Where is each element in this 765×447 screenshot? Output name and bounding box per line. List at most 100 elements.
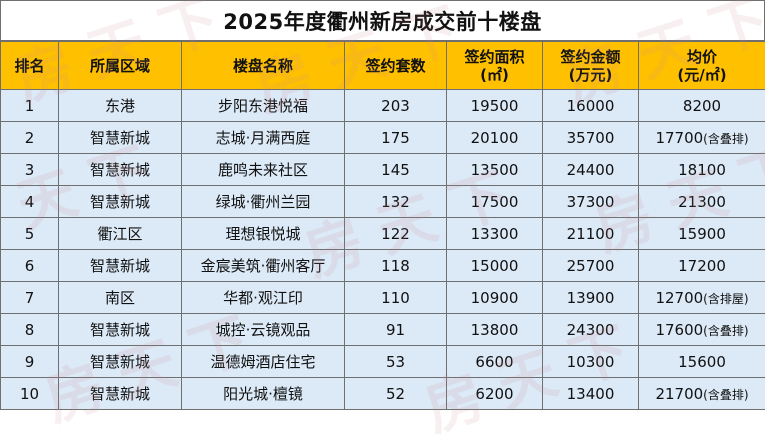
area-cell: 13800 [447, 314, 543, 346]
units-cell: 132 [345, 186, 447, 218]
units-cell: 203 [345, 90, 447, 122]
price-cell: 17700(含叠排) [639, 122, 765, 154]
header-amount-label: 签约金额 [543, 48, 638, 66]
header-price-label: 均价 [639, 48, 765, 66]
area-cell: 6600 [447, 346, 543, 378]
price-note: (含叠排) [703, 324, 748, 338]
area-cell: 13500 [447, 154, 543, 186]
project-name-cell: 城控·云镜观品 [182, 314, 345, 346]
rank-cell: 4 [1, 186, 59, 218]
header-price-unit: (元/㎡) [639, 66, 765, 84]
area-cell: 15000 [447, 250, 543, 282]
district-cell: 智慧新城 [59, 346, 182, 378]
price-cell: 17200 [639, 250, 765, 282]
project-name-cell: 志城·月满西庭 [182, 122, 345, 154]
header-amount: 签约金额 (万元) [543, 42, 639, 90]
table-title-row: 2025年度衢州新房成交前十楼盘 [0, 0, 765, 41]
ranking-table: 排名 所属区域 楼盘名称 签约套数 签约面积 (㎡) 签约金额 (万元) 均价 … [0, 41, 765, 410]
price-note: (含叠排) [703, 388, 748, 402]
rank-cell: 7 [1, 282, 59, 314]
price-cell: 17600(含叠排) [639, 314, 765, 346]
district-cell: 衢江区 [59, 218, 182, 250]
price-value: 17700 [655, 129, 703, 147]
price-cell: 21300 [639, 186, 765, 218]
amount-cell: 24400 [543, 154, 639, 186]
project-name-cell: 温德姆酒店住宅 [182, 346, 345, 378]
amount-cell: 24300 [543, 314, 639, 346]
price-cell: 12700(含排屋) [639, 282, 765, 314]
price-value: 17600 [655, 321, 703, 339]
amount-cell: 37300 [543, 186, 639, 218]
units-cell: 53 [345, 346, 447, 378]
price-value: 15900 [678, 225, 726, 243]
rank-cell: 9 [1, 346, 59, 378]
price-cell: 18100 [639, 154, 765, 186]
project-name-cell: 理想银悦城 [182, 218, 345, 250]
header-project: 楼盘名称 [182, 42, 345, 90]
price-value: 8200 [683, 97, 721, 115]
units-cell: 118 [345, 250, 447, 282]
district-cell: 智慧新城 [59, 122, 182, 154]
area-cell: 17500 [447, 186, 543, 218]
amount-cell: 21100 [543, 218, 639, 250]
area-cell: 19500 [447, 90, 543, 122]
price-note: (含排屋) [703, 292, 748, 306]
rank-cell: 8 [1, 314, 59, 346]
units-cell: 91 [345, 314, 447, 346]
table-title: 2025年度衢州新房成交前十楼盘 [223, 6, 541, 36]
amount-cell: 10300 [543, 346, 639, 378]
price-value: 18100 [678, 161, 726, 179]
header-area-label: 签约面积 [447, 48, 542, 66]
area-cell: 13300 [447, 218, 543, 250]
units-cell: 145 [345, 154, 447, 186]
district-cell: 东港 [59, 90, 182, 122]
price-cell: 15900 [639, 218, 765, 250]
ranking-sheet: 2025年度衢州新房成交前十楼盘 排名 所属区域 楼盘名称 签约套数 签约面积 … [0, 0, 765, 405]
district-cell: 智慧新城 [59, 186, 182, 218]
amount-cell: 16000 [543, 90, 639, 122]
price-cell: 8200 [639, 90, 765, 122]
rank-cell: 2 [1, 122, 59, 154]
header-rank: 排名 [1, 42, 59, 90]
header-amount-unit: (万元) [543, 66, 638, 84]
header-units: 签约套数 [345, 42, 447, 90]
district-cell: 智慧新城 [59, 314, 182, 346]
price-note: (含叠排) [703, 132, 748, 146]
header-price: 均价 (元/㎡) [639, 42, 765, 90]
project-name-cell: 步阳东港悦福 [182, 90, 345, 122]
project-name-cell: 金宸美筑·衢州客厅 [182, 250, 345, 282]
rank-cell: 5 [1, 218, 59, 250]
district-cell: 智慧新城 [59, 154, 182, 186]
units-cell: 175 [345, 122, 447, 154]
district-cell: 智慧新城 [59, 250, 182, 282]
rank-cell: 3 [1, 154, 59, 186]
area-cell: 20100 [447, 122, 543, 154]
price-value: 21300 [678, 193, 726, 211]
price-cell: 15600 [639, 346, 765, 378]
rank-cell: 1 [1, 90, 59, 122]
header-area-unit: (㎡) [447, 66, 542, 84]
project-name-cell: 绿城·衢州兰园 [182, 186, 345, 218]
header-row: 排名 所属区域 楼盘名称 签约套数 签约面积 (㎡) 签约金额 (万元) 均价 … [1, 42, 765, 90]
amount-cell: 25700 [543, 250, 639, 282]
amount-cell: 35700 [543, 122, 639, 154]
price-value: 17200 [678, 257, 726, 275]
price-value: 15600 [678, 353, 726, 371]
district-cell: 南区 [59, 282, 182, 314]
units-cell: 122 [345, 218, 447, 250]
area-cell: 10900 [447, 282, 543, 314]
project-name-cell: 华都·观江印 [182, 282, 345, 314]
header-area: 签约面积 (㎡) [447, 42, 543, 90]
price-value: 12700 [655, 289, 703, 307]
units-cell: 110 [345, 282, 447, 314]
